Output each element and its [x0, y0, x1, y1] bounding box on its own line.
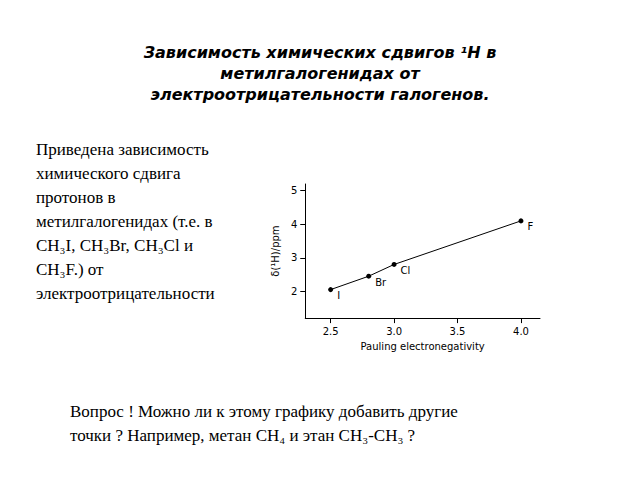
svg-text:3: 3 [291, 252, 297, 263]
html-text:Приведена зависимость химическ: Приведена зависимость химического сдвига… [36, 140, 215, 303]
svg-text:Pauling electronegativity: Pauling electronegativity [361, 341, 485, 352]
html-text:Зависимость химических сдвигов: Зависимость химических сдвигов ¹H в мети… [143, 43, 497, 104]
svg-text:δ(¹H)/ppm: δ(¹H)/ppm [270, 225, 281, 276]
svg-text:3.5: 3.5 [450, 326, 466, 337]
svg-text:2: 2 [291, 286, 297, 297]
svg-text:4.0: 4.0 [513, 326, 529, 337]
svg-text:5: 5 [291, 185, 297, 196]
svg-text:F: F [527, 221, 533, 232]
svg-text:2.5: 2.5 [323, 326, 339, 337]
svg-text:3.0: 3.0 [386, 326, 402, 337]
svg-text:I: I [337, 290, 340, 301]
svg-text:Br: Br [375, 277, 387, 288]
html-text:Вопрос ! Можно ли к этому граф: Вопрос ! Можно ли к этому графику добави… [70, 402, 458, 445]
svg-text:Cl: Cl [401, 265, 411, 276]
svg-text:4: 4 [291, 219, 297, 230]
